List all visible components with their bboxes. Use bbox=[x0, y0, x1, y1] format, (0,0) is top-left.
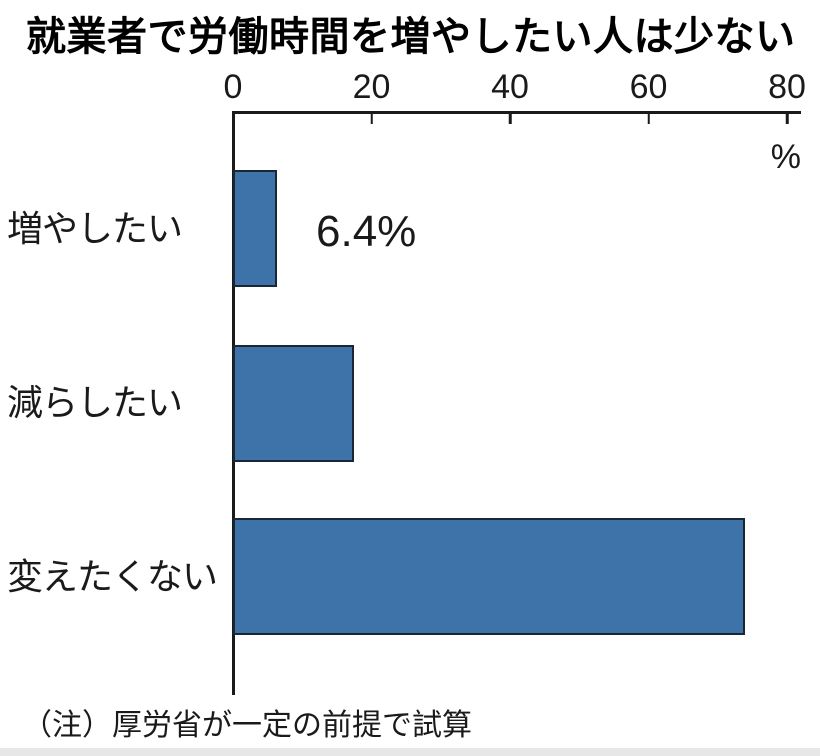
x-tick-mark-80 bbox=[785, 114, 789, 124]
category-label-no-change: 変えたくない bbox=[7, 556, 218, 597]
x-tick-label-40: 40 bbox=[491, 68, 529, 106]
x-tick-mark-40 bbox=[508, 114, 512, 124]
bar-no-change bbox=[233, 518, 746, 635]
x-tick-label-20: 20 bbox=[352, 68, 391, 106]
bar-decrease bbox=[233, 345, 355, 462]
x-tick-label-60: 60 bbox=[629, 68, 668, 106]
category-label-increase: 増やしたい bbox=[7, 208, 183, 249]
bar-value-label: 6.4% bbox=[316, 207, 417, 256]
source-note: （注）厚労省が一定の前提で試算 bbox=[22, 709, 472, 742]
category-label-decrease: 減らしたい bbox=[7, 382, 183, 423]
x-tick-label-80: 80 bbox=[768, 68, 806, 106]
chart-title: 就業者で労働時間を増やしたい人は少ない bbox=[26, 15, 796, 59]
x-tick-mark-60 bbox=[647, 114, 650, 124]
bottom-divider bbox=[0, 748, 820, 756]
axis-unit-label: % bbox=[770, 138, 801, 176]
x-tick-mark-20 bbox=[370, 114, 373, 124]
bar-increase bbox=[233, 170, 278, 287]
x-axis-line bbox=[233, 111, 801, 114]
x-tick-label-0: 0 bbox=[223, 68, 243, 106]
